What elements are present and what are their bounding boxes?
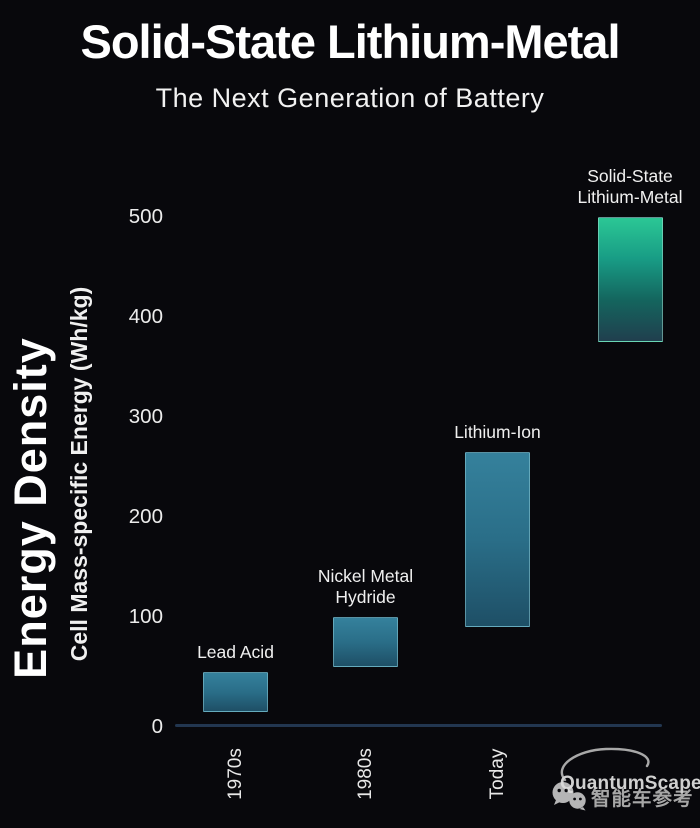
bar-lead-acid [203,671,268,712]
y-tick-200: 200 [128,504,163,528]
wechat-icon [552,782,586,811]
y-tick-400: 400 [128,304,163,328]
y-axis-unit-label: Cell Mass-specific Energy (Wh/kg) [66,286,92,662]
logo-swoosh-icon [560,747,650,782]
y-axis-title: Energy Density [5,337,56,679]
y-tick-300: 300 [128,404,163,428]
watermark: 智能车参考 [551,781,694,811]
bar-nickel-metal-hydride [333,616,398,667]
watermark-text: 智能车参考 [591,787,694,810]
y-tick-100: 100 [128,604,163,628]
bar-label-lead-acid: Lead Acid [197,641,274,662]
x-axis-label-today: Today [486,748,508,800]
bar-label-lithium-ion: Lithium-Ion [454,421,541,442]
x-axis-label-1980s: 1980s [354,748,376,800]
subtitle: The Next Generation of Battery [155,83,545,113]
x-axis-line [175,724,662,727]
y-tick-0: 0 [151,714,163,738]
x-axis-label-1970s: 1970s [224,748,246,800]
bar-label-nickel-metal-hydride: Nickel Metal Hydride [317,565,414,607]
main-title: Solid-State Lithium-Metal [80,15,621,68]
bar-label-solid-state-lithium-metal: Solid-State Lithium-Metal [577,165,683,207]
bar-solid-state-lithium-metal [597,216,663,342]
y-tick-500: 500 [128,204,163,228]
quantumscape-logo-text: QuantumScape [560,773,700,794]
bar-lithium-ion [465,451,530,627]
